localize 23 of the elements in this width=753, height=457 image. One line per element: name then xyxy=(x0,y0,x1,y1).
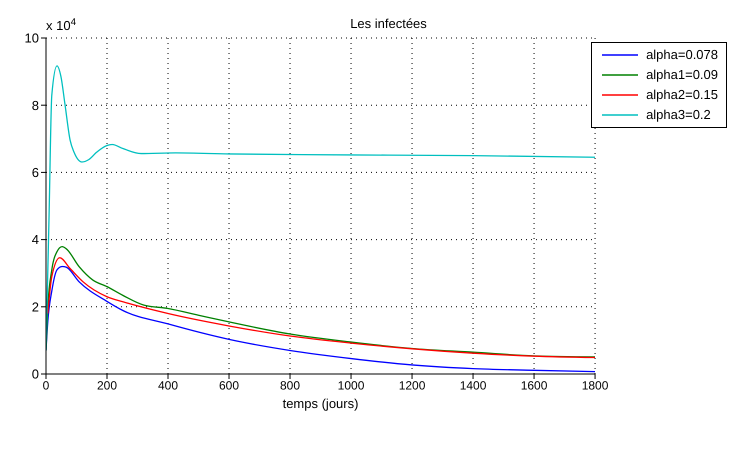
y-tick-label: 4 xyxy=(32,232,39,248)
x-tick-label: 1000 xyxy=(338,378,365,393)
legend-label: alpha3=0.2 xyxy=(646,106,711,124)
x-tick-label: 1200 xyxy=(398,378,426,393)
x-tick-label: 0 xyxy=(42,378,50,393)
x-tick-label: 400 xyxy=(158,378,178,393)
y-tick-label: 8 xyxy=(32,98,39,113)
y-tick-label: 2 xyxy=(32,299,39,314)
x-tick-label: 600 xyxy=(219,378,240,393)
x-tick-label: 1800 xyxy=(582,378,609,393)
legend-label: alpha1=0.09 xyxy=(646,66,718,84)
y-tick-label: 6 xyxy=(32,165,39,180)
chart-title: Les infectées xyxy=(350,16,428,31)
y-tick-label: 10 xyxy=(24,30,39,46)
x-tick-label: 200 xyxy=(96,378,118,393)
x-tick-label: 1400 xyxy=(460,378,487,393)
x-tick-label: 800 xyxy=(280,378,300,393)
y-tick-label: 0 xyxy=(32,366,39,382)
legend-label: alpha=0.078 xyxy=(646,46,718,64)
legend-label: alpha2=0.15 xyxy=(646,86,718,104)
text: x 10$^{4}$ xyxy=(46,16,77,33)
x-axis-title: temps (jours) xyxy=(282,396,358,411)
x-tick-label: 1600 xyxy=(520,378,548,393)
